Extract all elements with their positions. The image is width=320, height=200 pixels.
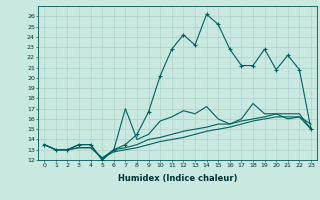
- X-axis label: Humidex (Indice chaleur): Humidex (Indice chaleur): [118, 174, 237, 183]
